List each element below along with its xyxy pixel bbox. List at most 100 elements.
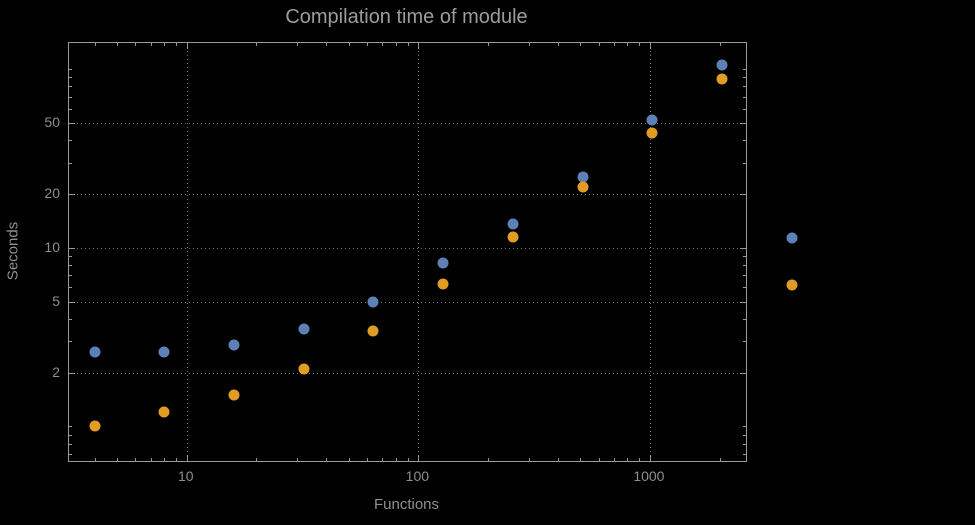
x-minor-tick (256, 43, 258, 46)
x-minor-tick (627, 43, 629, 46)
x-minor-tick (614, 43, 616, 46)
x-minor-tick (297, 458, 299, 461)
y-minor-tick (69, 108, 72, 110)
data-point (437, 278, 449, 290)
x-axis-label: Functions (373, 496, 440, 513)
data-point (646, 114, 658, 126)
data-point (716, 73, 728, 85)
x-minor-tick (557, 43, 559, 46)
x-minor-tick (256, 458, 258, 461)
x-minor-tick (164, 458, 166, 461)
x-minor-tick (407, 43, 409, 46)
h-gridline (69, 372, 746, 374)
data-point (228, 389, 240, 401)
x-major-tick (418, 43, 420, 49)
x-minor-tick (598, 43, 600, 46)
y-minor-tick (69, 162, 72, 164)
data-point (507, 231, 519, 243)
x-major-tick (418, 455, 420, 461)
x-minor-tick (580, 43, 582, 46)
data-point (577, 181, 589, 193)
y-minor-tick (743, 443, 746, 445)
y-minor-tick (69, 255, 72, 257)
y-minor-tick (69, 86, 72, 88)
v-gridline (418, 43, 420, 461)
x-minor-tick (719, 43, 721, 46)
plot-area (68, 42, 798, 462)
h-gridline (69, 193, 746, 195)
chart-title: Compilation time of module (285, 6, 528, 28)
data-point (786, 232, 798, 244)
h-gridline (69, 247, 746, 249)
y-major-tick (740, 247, 746, 249)
y-tick-label: 10 (44, 238, 60, 255)
v-gridline (186, 43, 188, 461)
data-point (646, 127, 658, 139)
x-minor-tick (150, 458, 152, 461)
y-minor-tick (743, 318, 746, 320)
x-minor-tick (580, 458, 582, 461)
x-minor-tick (639, 458, 641, 461)
x-minor-tick (627, 458, 629, 461)
data-point (89, 420, 101, 432)
data-point (158, 406, 170, 418)
x-minor-tick (366, 43, 368, 46)
x-minor-tick (382, 43, 384, 46)
x-minor-tick (117, 43, 119, 46)
y-minor-tick (69, 434, 72, 436)
data-point (158, 346, 170, 358)
y-minor-tick (69, 426, 72, 428)
y-minor-tick (69, 287, 72, 289)
y-tick-label: 2 (52, 363, 60, 380)
x-minor-tick (94, 43, 96, 46)
y-minor-tick (743, 265, 746, 267)
x-tick-label: 1000 (633, 468, 665, 484)
x-minor-tick (382, 458, 384, 461)
data-point (786, 279, 798, 291)
x-minor-tick (407, 458, 409, 461)
y-minor-tick (69, 265, 72, 267)
x-minor-tick (639, 43, 641, 46)
x-minor-tick (348, 458, 350, 461)
x-minor-tick (348, 43, 350, 46)
data-point (367, 325, 379, 337)
x-minor-tick (395, 43, 397, 46)
x-minor-tick (176, 458, 178, 461)
y-tick-label: 50 (44, 113, 60, 130)
y-minor-tick (743, 108, 746, 110)
y-minor-tick (743, 96, 746, 98)
y-minor-tick (743, 86, 746, 88)
y-major-tick (69, 247, 75, 249)
y-minor-tick (743, 275, 746, 277)
y-minor-tick (69, 96, 72, 98)
y-minor-tick (69, 77, 72, 79)
y-minor-tick (69, 275, 72, 277)
y-minor-tick (743, 434, 746, 436)
y-minor-tick (743, 255, 746, 257)
y-major-tick (740, 372, 746, 374)
x-minor-tick (366, 458, 368, 461)
data-point (507, 218, 519, 230)
y-major-tick (69, 122, 75, 124)
y-minor-tick (69, 443, 72, 445)
data-point (577, 171, 589, 183)
x-major-tick (186, 43, 188, 49)
y-major-tick (69, 372, 75, 374)
x-minor-tick (164, 43, 166, 46)
x-minor-tick (488, 458, 490, 461)
y-major-tick (740, 301, 746, 303)
y-minor-tick (743, 69, 746, 71)
x-minor-tick (135, 43, 137, 46)
data-point (367, 296, 379, 307)
x-minor-tick (557, 458, 559, 461)
y-minor-tick (743, 426, 746, 428)
y-minor-tick (743, 162, 746, 164)
y-minor-tick (743, 287, 746, 289)
y-major-tick (740, 122, 746, 124)
x-minor-tick (395, 458, 397, 461)
y-major-tick (69, 193, 75, 195)
x-minor-tick (150, 43, 152, 46)
y-major-tick (69, 301, 75, 303)
y-tick-label: 20 (44, 184, 60, 201)
